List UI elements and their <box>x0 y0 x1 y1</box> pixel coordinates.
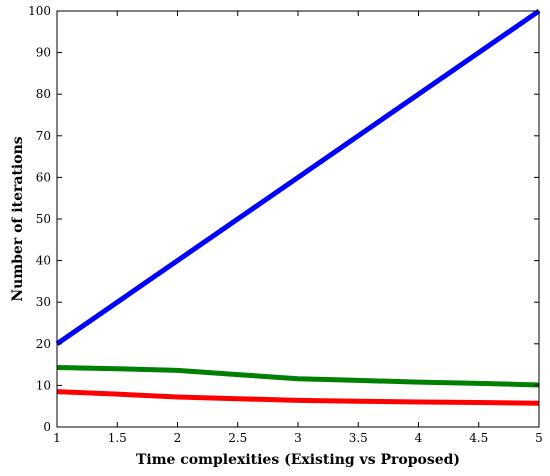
x-tick-label: 3 <box>294 431 302 445</box>
x-tick-label: 5 <box>535 431 543 445</box>
y-tick-label: 100 <box>28 4 51 18</box>
x-tick-label: 1.5 <box>108 431 127 445</box>
y-axis-title: Number of iterations <box>10 136 26 301</box>
y-tick-label: 80 <box>36 87 51 101</box>
y-tick-label: 30 <box>36 295 51 309</box>
y-tick-label: 90 <box>36 46 51 60</box>
y-tick-label: 70 <box>36 129 51 143</box>
series-line-2 <box>56 365 540 388</box>
y-tick-label: 40 <box>36 254 51 268</box>
y-tick-label: 0 <box>43 420 51 434</box>
x-tick-label: 4.5 <box>469 431 488 445</box>
x-tick-label: 1 <box>53 431 61 445</box>
y-tick-label: 10 <box>36 378 51 392</box>
x-axis-title: Time complexities (Existing vs Proposed) <box>136 452 460 468</box>
x-tick-label: 2 <box>174 431 182 445</box>
y-tick-label: 50 <box>36 212 51 226</box>
y-tick-label: 60 <box>36 170 51 184</box>
x-tick-label: 2.5 <box>228 431 247 445</box>
x-tick-label: 4 <box>415 431 423 445</box>
series-line-3 <box>56 389 540 406</box>
x-tick-label: 3.5 <box>349 431 368 445</box>
series-line-1 <box>55 8 541 346</box>
series-layer <box>55 8 541 406</box>
y-tick-label: 20 <box>36 337 51 351</box>
